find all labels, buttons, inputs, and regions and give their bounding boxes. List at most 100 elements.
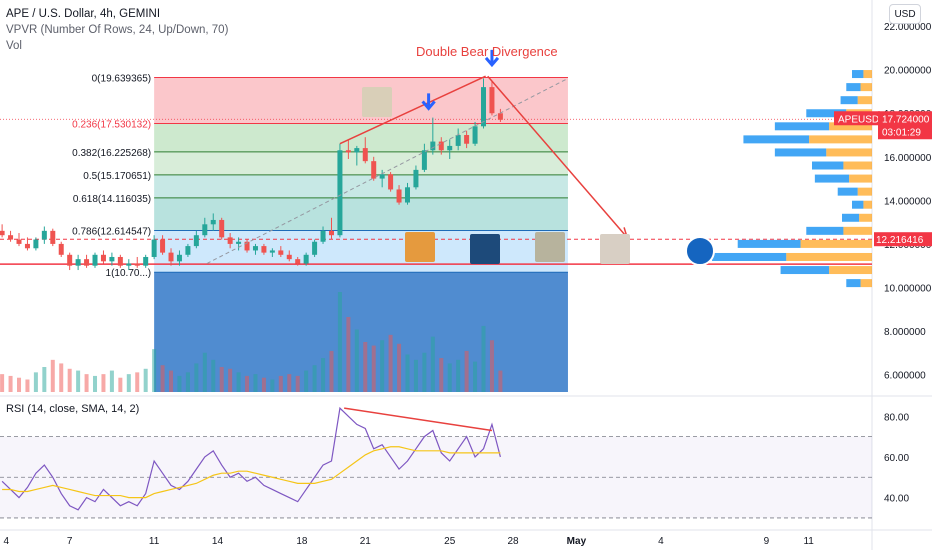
- target-price-value: 12.216416: [876, 235, 924, 246]
- vpvr-down-bar: [843, 161, 872, 170]
- fib-zone: [154, 230, 568, 273]
- volume-bar: [489, 340, 494, 392]
- vpvr-up-bar: [840, 96, 858, 105]
- volume-bar: [143, 368, 148, 392]
- candle-body: [202, 224, 208, 236]
- vpvr-up-bar: [852, 70, 864, 79]
- ape-logo-icon: [685, 236, 715, 266]
- vpvr-down-bar: [859, 213, 872, 222]
- volume-bar: [388, 334, 393, 392]
- projection-arrow-line: [487, 75, 628, 238]
- rsi-axis-tick: 60.00: [884, 453, 909, 464]
- rsi-indicator-label[interactable]: RSI (14, close, SMA, 14, 2): [6, 403, 140, 415]
- rsi-sma-line: [2, 446, 501, 499]
- vpvr-up-bar: [712, 252, 787, 261]
- volume-bar: [33, 372, 38, 392]
- candle-body: [176, 254, 182, 262]
- rsi-axis-tick: 80.00: [884, 412, 909, 423]
- candle-body: [286, 254, 292, 260]
- candle-body: [404, 187, 410, 203]
- currency-badge[interactable]: USD: [889, 4, 921, 24]
- volume-bar: [25, 379, 30, 392]
- candle-body: [219, 219, 225, 238]
- fib-zone: [154, 174, 568, 198]
- vpvr-up-bar: [806, 109, 847, 118]
- vpvr-down-bar: [857, 187, 872, 196]
- vpvr-up-bar: [737, 239, 801, 248]
- last-price-value: 17.724000: [882, 114, 930, 125]
- volume-bar: [126, 374, 131, 392]
- volume-bar: [42, 367, 47, 392]
- rsi-divergence-line: [344, 407, 493, 432]
- price-axis-tick: 6.000000: [884, 371, 926, 382]
- volume-bar: [430, 336, 435, 392]
- candle-body: [455, 135, 461, 146]
- volume-bar: [413, 359, 418, 392]
- time-axis-tick: 14: [212, 536, 224, 547]
- fib-level-label: 0.786(12.614547): [72, 227, 151, 238]
- down-arrow-icon: [484, 49, 500, 68]
- ape-avatar-2: [470, 234, 500, 264]
- volume-bar: [109, 370, 114, 392]
- volume-bar: [405, 354, 410, 392]
- candle-body: [388, 174, 394, 190]
- fib-zone: [154, 123, 568, 152]
- volume-bar: [363, 342, 368, 392]
- vpvr-up-bar: [842, 213, 860, 222]
- candle-body: [379, 174, 385, 179]
- candle-body: [8, 235, 14, 240]
- candle-body: [396, 189, 402, 203]
- volume-bar: [17, 377, 22, 392]
- fib-level-label: 0.618(14.116035): [73, 194, 151, 205]
- divergence-annotation[interactable]: Double Bear Divergence: [416, 44, 558, 59]
- candle-body: [269, 250, 275, 253]
- volume-bar: [8, 375, 13, 392]
- divergence-trendline: [339, 75, 486, 145]
- candle-body: [430, 141, 436, 151]
- volume-bar: [498, 370, 503, 392]
- candle-body: [328, 230, 334, 236]
- vpvr-indicator-label[interactable]: VPVR (Number Of Rows, 24, Up/Down, 70): [6, 24, 229, 36]
- volume-bar: [67, 368, 72, 392]
- candle-body: [41, 230, 47, 240]
- volume-bar: [59, 363, 64, 392]
- candle-body: [185, 246, 191, 255]
- price-axis-tick: 22.000000: [884, 22, 932, 33]
- volume-bar: [270, 379, 275, 392]
- fib-level-label: 0.236(17.530132): [72, 119, 151, 130]
- volume-bar: [337, 292, 342, 392]
- candle-body: [0, 230, 5, 236]
- volume-bar: [456, 359, 461, 392]
- volume-bar: [253, 374, 258, 392]
- volume-bar: [194, 363, 199, 392]
- candle-body: [320, 230, 326, 242]
- candle-body: [92, 254, 98, 266]
- vpvr-down-bar: [863, 200, 872, 209]
- ape-avatar-3: [535, 232, 565, 262]
- rsi-axis-tick: 40.00: [884, 494, 909, 505]
- candle-body: [134, 263, 140, 266]
- fib-level-label: 0.382(16.225268): [72, 148, 151, 159]
- fib-level-label: 0.5(15.170651): [83, 171, 151, 182]
- volume-bar: [152, 349, 157, 392]
- volume-indicator-label[interactable]: Vol: [6, 40, 22, 52]
- candle-body: [100, 254, 106, 262]
- vpvr-up-bar: [846, 83, 861, 92]
- candle-body: [160, 239, 166, 253]
- volume-bar: [160, 365, 165, 392]
- volume-bar: [304, 370, 309, 392]
- candle-body: [278, 250, 284, 255]
- ape-avatar-4: [600, 234, 630, 264]
- vpvr-down-bar: [860, 279, 872, 288]
- ape-avatar-top: [362, 87, 392, 117]
- bar-countdown: 03:01:29: [882, 127, 921, 138]
- volume-bar: [464, 350, 469, 392]
- candle-body: [109, 256, 115, 262]
- volume-bar: [245, 375, 250, 392]
- candle-body: [193, 235, 199, 247]
- candle-body: [337, 150, 343, 236]
- vpvr-down-bar: [800, 239, 872, 248]
- vpvr-up-bar: [814, 174, 850, 183]
- symbol-title[interactable]: APE / U.S. Dollar, 4h, GEMINI: [6, 8, 161, 20]
